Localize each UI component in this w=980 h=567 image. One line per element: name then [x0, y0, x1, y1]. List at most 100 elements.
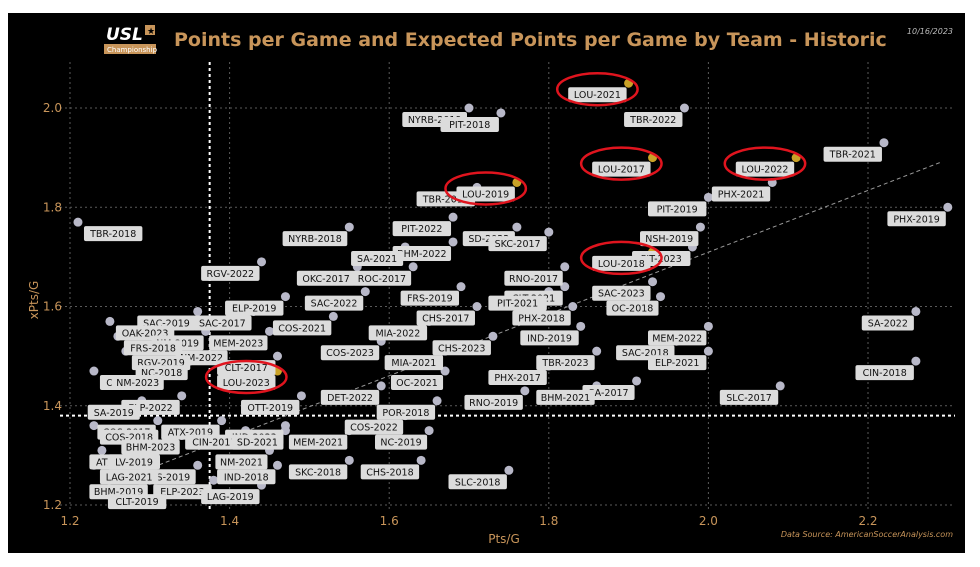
point-label: MIA-2021: [384, 355, 444, 371]
point-label-text: FRS-2018: [130, 343, 176, 354]
point-label-box: [392, 245, 452, 261]
point-label-text: CHS-2017: [422, 314, 469, 325]
point-label-box: [711, 186, 771, 202]
point-label: SAC-2022: [304, 295, 364, 311]
point-label-text: LAG-2021: [106, 472, 153, 483]
point-label-box: [887, 211, 946, 227]
point-label: RNO-2019: [464, 394, 523, 410]
point-label-box: [488, 236, 547, 252]
point-label-text: LOU-2019: [462, 189, 509, 200]
usl-logo: USL ★ Championship: [104, 25, 158, 54]
highlight-ring: [555, 71, 639, 107]
point-label-text: OAK-2023: [122, 328, 169, 339]
point-label-text: RNO-2017: [509, 274, 558, 285]
point-label-text: NC-2018: [141, 368, 182, 379]
point-label-box: [582, 384, 635, 400]
point-label-text: SKC-2017: [495, 239, 541, 250]
point-label: POR-2018: [376, 404, 436, 420]
point-label-text: TBR-2019: [422, 194, 469, 205]
point-label-box: [719, 389, 779, 405]
data-point: [217, 416, 227, 426]
data-point: [344, 455, 354, 465]
point-label-box: [735, 161, 795, 177]
point-label-text: SAC-2018: [622, 348, 669, 359]
point-label: COS-2022: [344, 419, 404, 435]
point-label-box: [520, 330, 579, 346]
point-label-text: COS-2023: [326, 348, 374, 359]
point-label-text: LOU-2021: [574, 90, 621, 101]
data-point: [177, 391, 187, 401]
logo-sub-text: Championship: [107, 46, 158, 54]
point-label-box: [360, 464, 420, 480]
data-point: [328, 311, 338, 321]
point-label-text: LV-2019: [115, 457, 153, 468]
data-point: [193, 460, 203, 470]
point-label-text: SD-2021: [237, 438, 278, 449]
point-label: CIN-2017: [185, 434, 244, 450]
point-label-text: CLT-2017: [225, 363, 268, 374]
point-label-text: SAC-2023: [598, 289, 645, 300]
data-point: [448, 237, 458, 247]
point-label-box: [504, 270, 563, 286]
point-label-text: COS-2021: [278, 323, 326, 334]
point-label-text: IND-2018: [224, 472, 269, 483]
point-label-text: FRS-2019: [407, 294, 453, 305]
point-label-box: [288, 434, 348, 450]
point-label: IND-2019: [520, 330, 579, 346]
point-label: CHS-2017: [416, 310, 475, 326]
point-label-text: PHX-2019: [893, 214, 940, 225]
point-label-text: PIT-2019: [657, 204, 698, 215]
data-point: [560, 262, 570, 272]
point-label-box: [121, 439, 180, 455]
point-label-box: [368, 325, 428, 341]
point-label-text: CIN-2018: [863, 368, 907, 379]
chart-title: Points per Game and Expected Points per …: [174, 29, 887, 51]
point-label: PIT-2022: [392, 221, 452, 237]
point-label-box: [464, 394, 523, 410]
point-label: SA-2022: [861, 315, 914, 331]
point-label-box: [592, 161, 651, 177]
point-label-box: [384, 355, 444, 371]
point-label-box: [304, 295, 364, 311]
y-tick-label: 2.0: [43, 101, 62, 115]
point-label: CLT-2019: [107, 494, 167, 510]
point-label: OTT-2019: [241, 399, 300, 415]
point-label-box: [606, 300, 659, 316]
point-label: TBR-2021: [823, 146, 882, 162]
point-label-box: [107, 494, 167, 510]
point-label-text: PHX-2018: [518, 314, 565, 325]
data-source: Data Source: AmericanSoccerAnalysis.com: [781, 530, 953, 539]
data-point: [496, 108, 506, 118]
point-label-box: [592, 285, 651, 301]
point-label-box: [201, 265, 260, 281]
data-point: [265, 326, 274, 336]
data-point: [432, 396, 442, 406]
data-point: [520, 386, 530, 396]
point-label-box: [861, 315, 914, 331]
point-label-text: IND-2019: [527, 333, 572, 344]
data-point: [488, 331, 498, 341]
data-point: [544, 227, 554, 237]
point-label-box: [512, 310, 571, 326]
point-label-text: CIN-2017: [192, 438, 236, 449]
logo-star-badge: [145, 25, 155, 35]
data-point: [424, 426, 434, 436]
data-point: [360, 287, 370, 297]
point-label-box: [282, 231, 348, 247]
point-label: TBR-2023: [536, 355, 595, 371]
x-tick-label: 1.2: [60, 514, 79, 528]
point-label: NC-2019: [375, 434, 428, 450]
point-label-text: SLC-2018: [455, 477, 501, 488]
point-label-box: [440, 116, 499, 132]
point-label: ELP-2023: [153, 484, 212, 500]
y-tick-label: 1.6: [43, 300, 62, 314]
point-label: LAG-2019: [201, 489, 260, 505]
point-label: MEM-2023: [209, 335, 268, 351]
point-label: SD-2021: [231, 434, 284, 450]
data-point: [280, 292, 290, 302]
point-label-text: TBR-2018: [89, 229, 136, 240]
highlight-ring: [579, 146, 663, 181]
point-label-box: [231, 434, 284, 450]
